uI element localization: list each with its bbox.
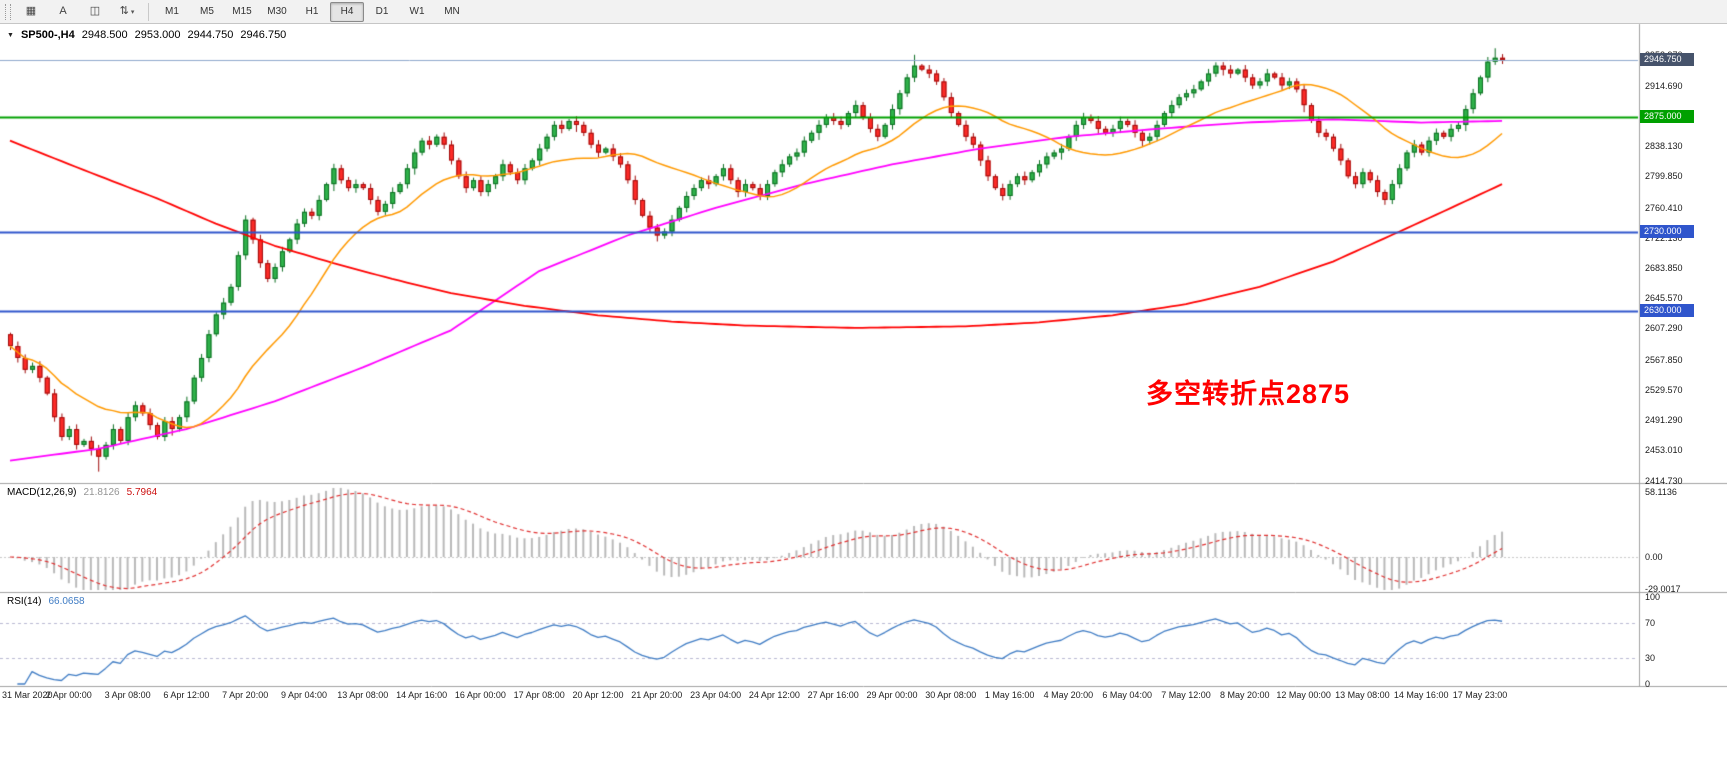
timeframe-h1-button[interactable]: H1 — [305, 6, 319, 17]
toolbar-grip — [5, 3, 11, 20]
toolbar-separator — [148, 2, 149, 21]
timeframe-m5-button[interactable]: M5 — [200, 6, 214, 17]
chart-window-icon: ◫ — [89, 5, 101, 17]
cycle-arrows-button[interactable]: ⇅ ▾ — [112, 2, 142, 22]
chart-window-button[interactable]: ◫ — [80, 2, 110, 22]
text-cursor-icon: A — [59, 5, 67, 17]
toolbar-icon-group: ▦ A ◫ ⇅ ▾ — [16, 2, 142, 22]
timeframe-m15-button[interactable]: M15 — [232, 6, 252, 17]
toolbar: ▦ A ◫ ⇅ ▾ M1 M5 M15 M30 H1 H4 D1 W1 MN — [0, 0, 1727, 24]
timeframe-m1-button[interactable]: M1 — [165, 6, 179, 17]
timeframe-toolbar: M1 M5 M15 M30 H1 H4 D1 W1 MN — [155, 1, 469, 22]
candlestick-chart-icon: ▦ — [25, 5, 37, 17]
cycle-arrows-icon: ⇅ — [119, 5, 129, 17]
timeframe-m30-button[interactable]: M30 — [267, 6, 287, 17]
candlestick-chart-button[interactable]: ▦ — [16, 2, 46, 22]
timeframe-w1-button[interactable]: W1 — [409, 6, 425, 17]
text-cursor-button[interactable]: A — [48, 2, 78, 22]
timeframe-mn-button[interactable]: MN — [444, 6, 460, 17]
timeframe-d1-button[interactable]: D1 — [375, 6, 389, 17]
timeframe-h4-button[interactable]: H4 — [330, 1, 364, 22]
chevron-down-icon: ▾ — [130, 8, 135, 16]
